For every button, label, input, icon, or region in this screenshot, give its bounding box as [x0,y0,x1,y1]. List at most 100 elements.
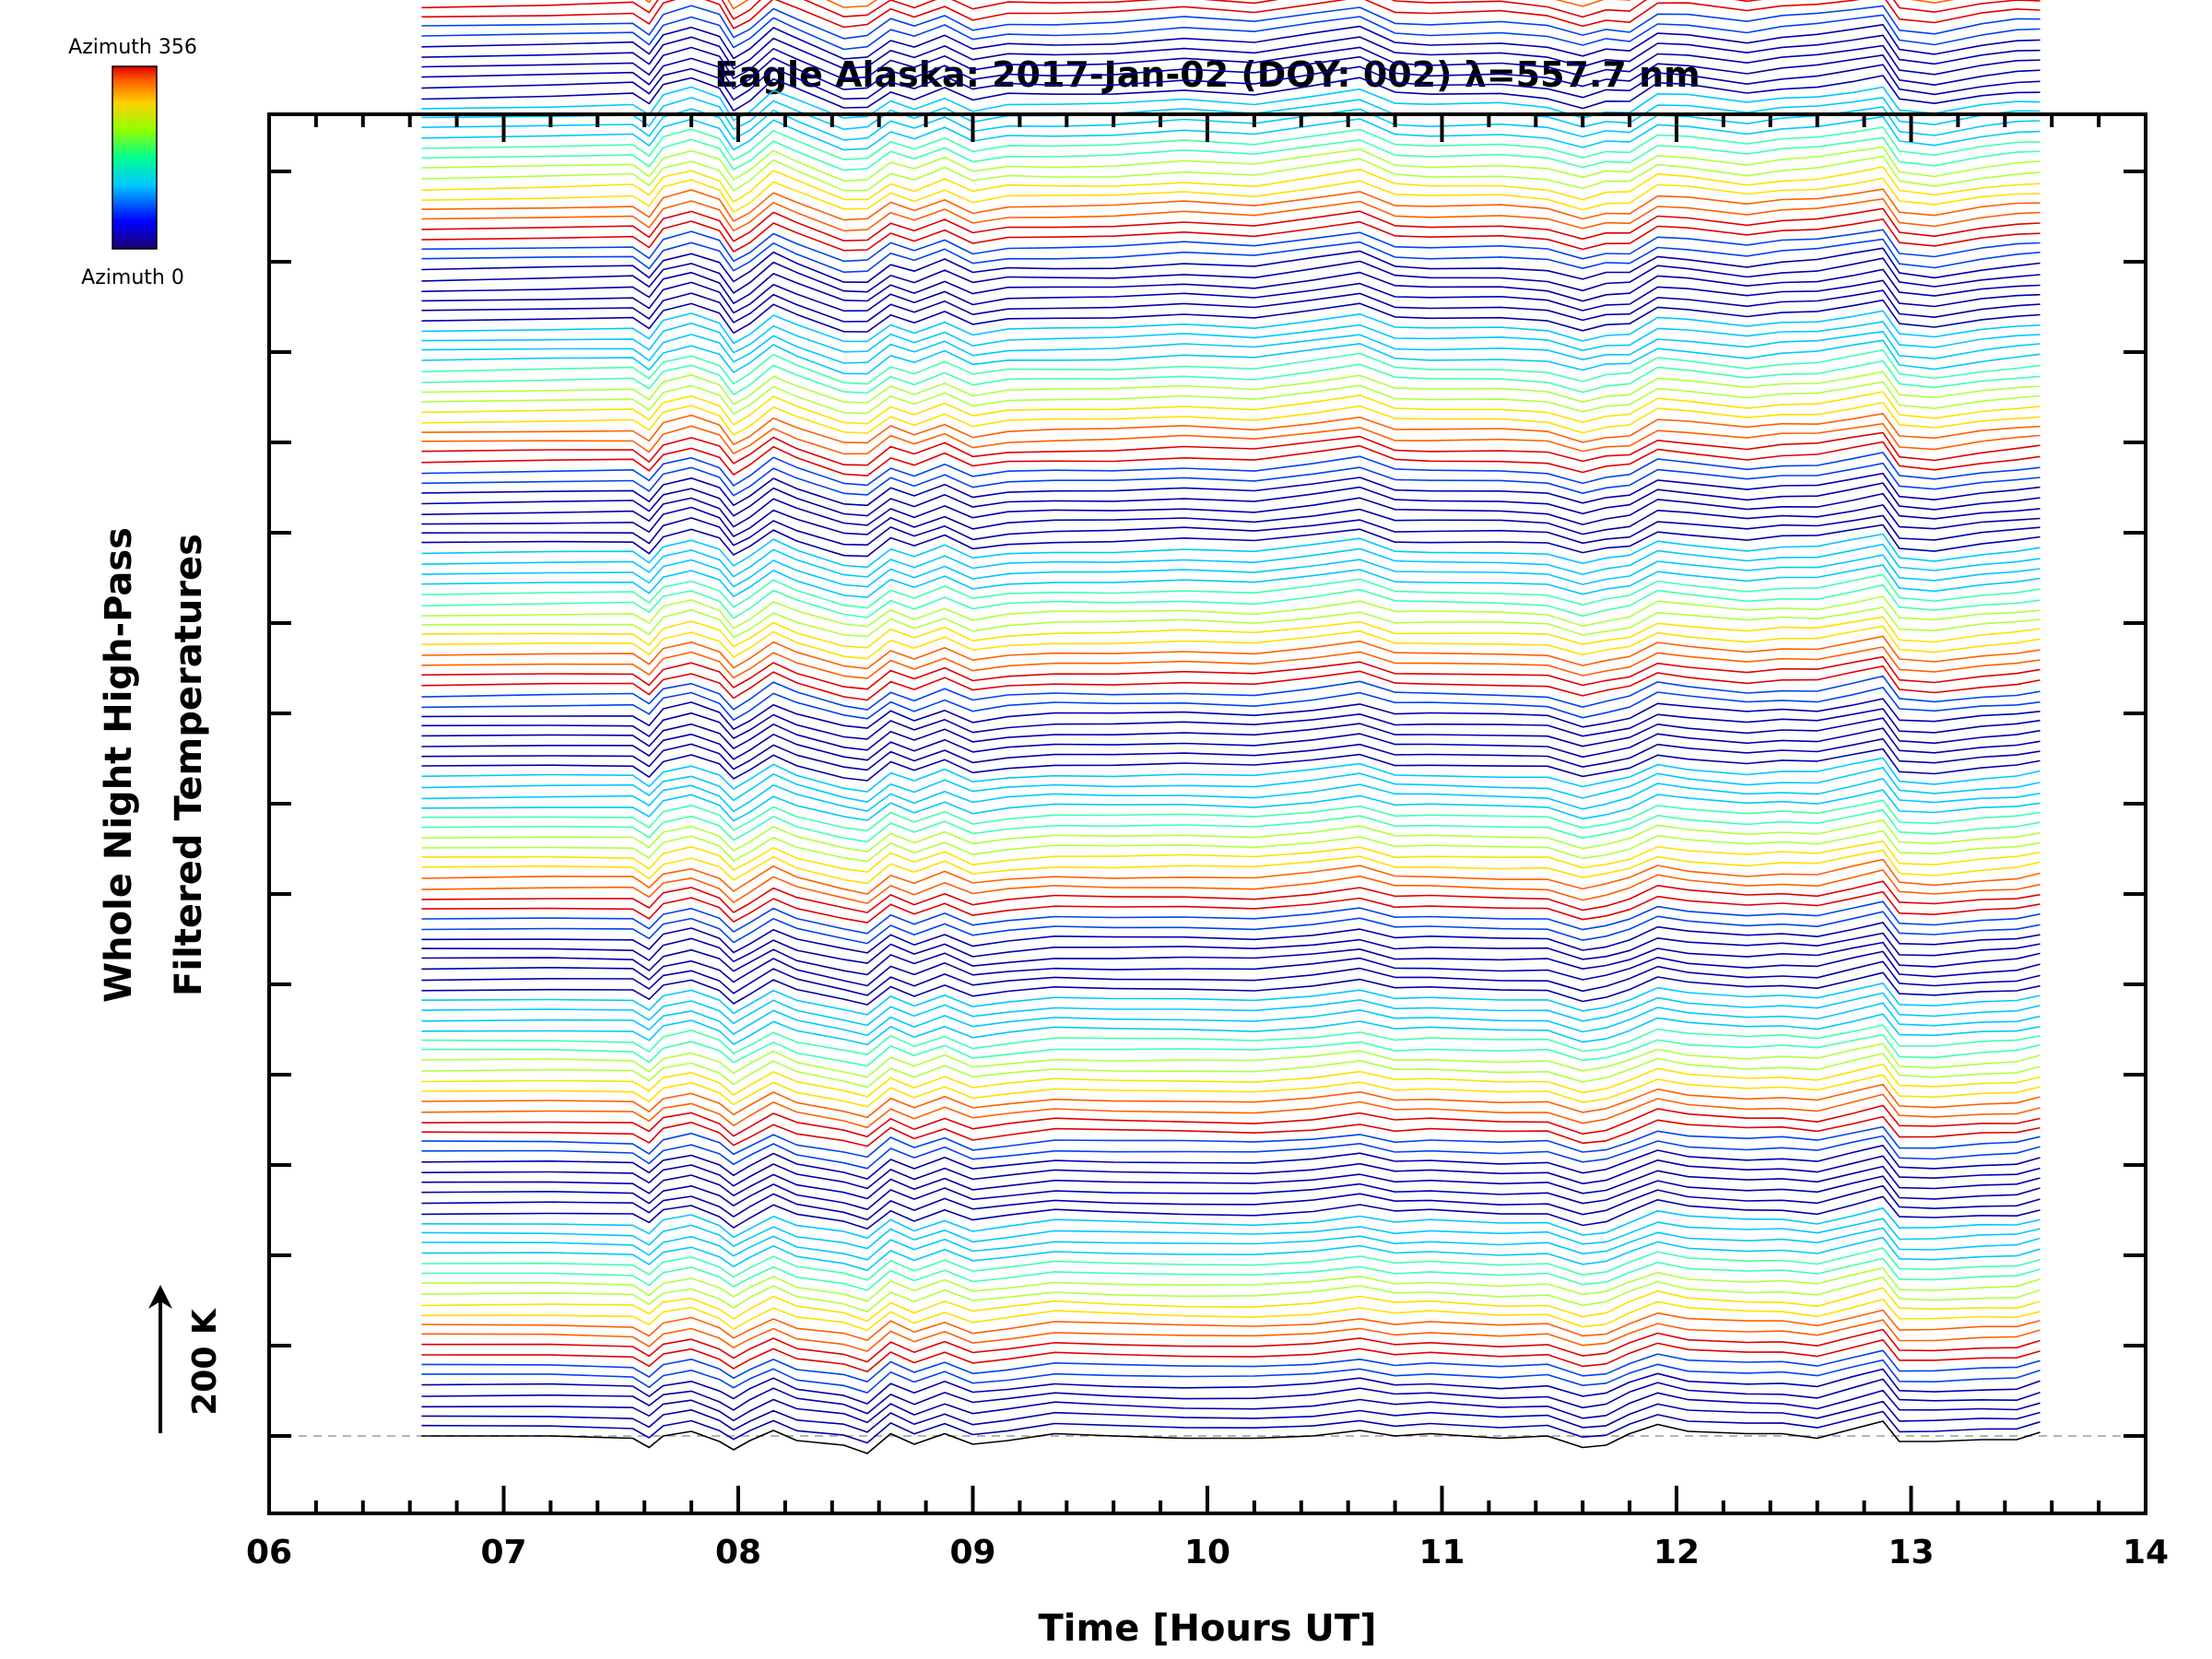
azimuth-series-line [421,1339,2041,1372]
azimuth-series-line [421,1349,2041,1382]
y-axis-label-line2: Filtered Temperatures [168,534,210,996]
azimuth-series-line [421,646,2041,679]
azimuth-series-line [421,238,2041,274]
azimuth-series-line [421,472,2041,507]
colorbar-bottom-label: Azimuth 0 [81,266,184,289]
azimuth-series-line [421,840,2041,873]
azimuth-series-line [421,1063,2041,1098]
azimuth-series-line [421,1267,2041,1302]
azimuth-series-line [421,625,2041,660]
azimuth-series-line [421,86,2041,122]
azimuth-series-line [421,655,2041,690]
azimuth-series-line [421,665,2041,701]
azimuth-series-line [421,381,2041,416]
x-tick-label: 09 [949,1534,995,1571]
azimuth-series-line [421,229,2041,263]
azimuth-series-line [421,401,2041,436]
azimuth-series-line [421,207,2041,242]
azimuth-series-line [421,452,2041,487]
y-ticks [269,170,2146,1438]
azimuth-series-line [421,1115,2041,1147]
azimuth-series-line [421,950,2041,987]
azimuth-series-line [421,1236,2041,1272]
azimuth-series-line [421,808,2041,843]
azimuth-series-line [644,0,1955,10]
azimuth-series-line [421,431,2041,466]
y-axis-label-line1: Whole Night High-Pass [98,527,140,1003]
series-group [421,0,2041,1454]
azimuth-series-line [421,218,2041,253]
azimuth-series-line [421,1195,2041,1230]
azimuth-series-line [421,1155,2041,1190]
azimuth-series-line [421,635,2041,670]
azimuth-series-line [421,849,2041,885]
x-tick-label: 08 [715,1534,761,1571]
azimuth-series-line [421,982,2041,1016]
azimuth-series-line [421,462,2041,497]
azimuth-series-line [421,482,2041,517]
azimuth-series-line [421,514,2041,547]
azimuth-series-line [421,289,2041,324]
azimuth-series-line [421,830,2041,863]
azimuth-series-line [421,767,2041,804]
azimuth-series-line [421,23,2041,60]
azimuth-series-line [421,1257,2041,1291]
azimuth-series-line [421,595,2041,629]
azimuth-series-line [421,330,2041,364]
azimuth-series-line [421,75,2041,112]
azimuth-series-line [421,5,2041,40]
azimuth-series-line [421,1207,2041,1240]
azimuth-series-line [421,818,2041,853]
azimuth-series-line [421,1125,2041,1159]
azimuth-series-line [421,1053,2041,1088]
azimuth-series-line [421,606,2041,639]
azimuth-series-line [421,524,2041,558]
azimuth-series-line [421,1074,2041,1108]
azimuth-series-line [421,44,2041,80]
azimuth-series-line [421,708,2041,740]
azimuth-series-line [421,391,2041,426]
azimuth-series-line [421,197,2041,232]
azimuth-series-line [421,1184,2041,1221]
azimuth-series-line [421,911,2041,945]
azimuth-series-line [421,890,2041,924]
azimuth-series-line [421,1227,2041,1261]
azimuth-series-line [421,1093,2041,1129]
azimuth-series-line [421,1165,2041,1200]
azimuth-series-line [421,858,2041,895]
azimuth-series-line [421,1389,2041,1424]
azimuth-series-line [421,698,2041,731]
azimuth-series-line [421,573,2041,609]
azimuth-series-line [421,412,2041,446]
azimuth-series-line [421,177,2041,213]
x-tick-label: 07 [480,1534,526,1571]
azimuth-series-line [421,960,2041,996]
azimuth-series-line [421,1410,2041,1444]
azimuth-series-line [421,1368,2041,1405]
azimuth-series-line [421,971,2041,1006]
azimuth-series-line [421,279,2041,314]
azimuth-series-line [421,1400,2041,1433]
azimuth-series-line [421,299,2041,335]
azimuth-series-line [421,1024,2041,1055]
azimuth-series-line [421,1083,2041,1119]
azimuth-series-line [421,0,2041,29]
azimuth-colorbar [112,65,158,250]
azimuth-series-line [421,1247,2041,1281]
azimuth-series-line [421,247,2041,284]
azimuth-series-line [421,34,2041,70]
x-tick-label: 13 [1888,1534,1934,1571]
azimuth-series-line [421,1104,2041,1138]
azimuth-series-line [421,1175,2041,1210]
azimuth-series-line [421,1309,2041,1341]
x-ticks [267,114,2147,1513]
azimuth-series-line [421,14,2041,51]
scale-label: 200 K [186,1308,224,1416]
azimuth-series-line [421,583,2041,619]
azimuth-series-line [421,1135,2041,1170]
azimuth-series-line [421,922,2041,954]
azimuth-series-line [421,717,2041,751]
azimuth-series-line [421,441,2041,477]
x-tick-label: 10 [1184,1534,1230,1571]
azimuth-series-line [421,869,2041,904]
